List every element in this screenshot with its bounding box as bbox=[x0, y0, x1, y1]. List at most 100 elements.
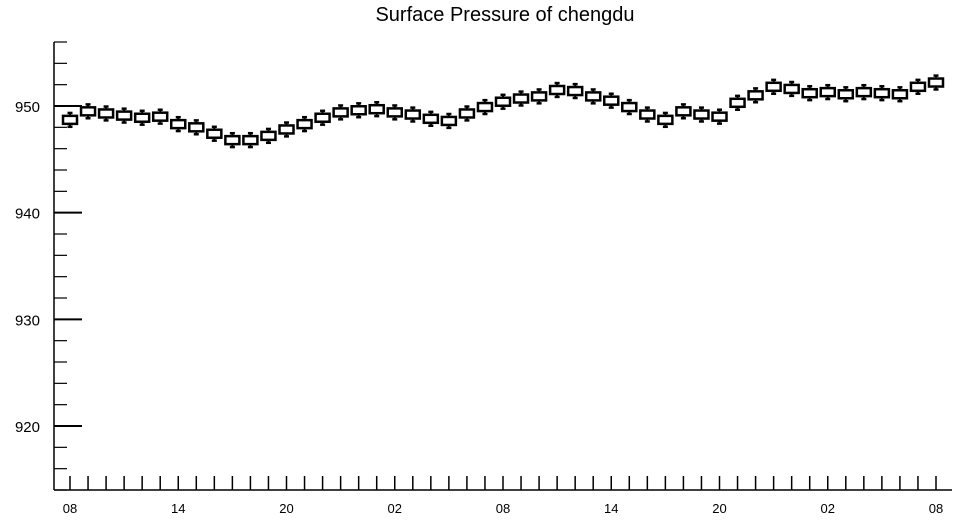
box-body bbox=[837, 89, 855, 100]
chart-title: Surface Pressure of chengdu bbox=[375, 4, 635, 26]
box-mark bbox=[512, 90, 530, 107]
box-mark bbox=[729, 94, 746, 111]
x-tick-label: 14 bbox=[604, 501, 618, 516]
box-body bbox=[729, 97, 746, 109]
box-body bbox=[170, 118, 187, 130]
box-body bbox=[97, 108, 115, 119]
box-body bbox=[855, 86, 873, 98]
box-body bbox=[548, 84, 566, 96]
box-body bbox=[909, 81, 927, 93]
box-body bbox=[404, 109, 422, 120]
box-mark bbox=[332, 104, 349, 121]
box-mark bbox=[765, 78, 782, 95]
box-body bbox=[675, 106, 692, 117]
box-body bbox=[783, 83, 800, 95]
box-mark bbox=[603, 92, 620, 109]
box-body bbox=[206, 128, 223, 139]
x-tick-label: 08 bbox=[929, 501, 943, 516]
box-mark bbox=[224, 131, 241, 149]
box-mark bbox=[566, 82, 584, 100]
box-body bbox=[115, 110, 133, 121]
box-body bbox=[603, 95, 620, 106]
box-mark bbox=[530, 88, 548, 105]
box-mark bbox=[675, 103, 692, 120]
box-mark bbox=[115, 107, 133, 124]
box-mark bbox=[891, 86, 909, 103]
box-body bbox=[476, 101, 494, 113]
box-mark bbox=[476, 98, 494, 116]
box-body bbox=[927, 77, 945, 88]
box-mark bbox=[97, 105, 115, 122]
box-body bbox=[747, 90, 764, 101]
box-mark bbox=[386, 104, 403, 121]
box-mark bbox=[855, 83, 873, 101]
box-mark bbox=[783, 80, 800, 98]
box-body bbox=[765, 81, 782, 93]
box-body bbox=[801, 87, 818, 99]
box-mark bbox=[296, 115, 313, 133]
box-mark bbox=[548, 81, 566, 99]
y-tick-label: 920 bbox=[15, 419, 40, 436]
box-mark bbox=[440, 112, 458, 130]
box-mark bbox=[350, 102, 367, 119]
box-mark bbox=[206, 125, 223, 142]
box-body bbox=[819, 86, 836, 98]
box-body bbox=[368, 103, 385, 115]
box-mark bbox=[314, 109, 331, 126]
box-mark bbox=[404, 106, 422, 123]
box-mark bbox=[242, 131, 259, 149]
box-body bbox=[188, 122, 205, 133]
box-mark bbox=[657, 111, 674, 129]
box-body bbox=[61, 114, 79, 126]
box-body bbox=[242, 134, 259, 146]
box-mark bbox=[747, 87, 764, 104]
box-body bbox=[494, 96, 512, 107]
box-mark bbox=[278, 121, 295, 138]
box-mark bbox=[909, 78, 927, 95]
box-mark bbox=[639, 106, 656, 123]
box-body bbox=[566, 85, 584, 97]
boxplot-series bbox=[61, 74, 945, 149]
box-mark bbox=[819, 83, 836, 101]
box-body bbox=[422, 113, 440, 125]
box-body bbox=[458, 108, 476, 119]
box-body bbox=[350, 105, 367, 116]
box-mark bbox=[837, 86, 855, 103]
box-mark bbox=[170, 115, 187, 133]
box-body bbox=[314, 112, 331, 123]
box-mark bbox=[494, 93, 512, 110]
x-tick-label: 20 bbox=[279, 501, 293, 516]
box-mark bbox=[260, 127, 277, 145]
box-mark bbox=[711, 108, 728, 125]
box-body bbox=[296, 118, 313, 130]
box-body bbox=[873, 87, 891, 99]
y-axis-ticks: 920 930 940 950 bbox=[15, 41, 82, 491]
box-body bbox=[530, 91, 548, 102]
box-body bbox=[693, 109, 710, 120]
x-tick-label: 20 bbox=[712, 501, 726, 516]
box-mark bbox=[621, 98, 638, 116]
box-mark bbox=[873, 85, 891, 102]
box-body bbox=[711, 111, 728, 122]
x-axis-ticks: 08 14 20 02 08 14 20 02 08 bbox=[63, 476, 943, 516]
box-mark bbox=[927, 74, 945, 91]
box-body bbox=[657, 114, 674, 126]
x-tick-label: 08 bbox=[496, 501, 510, 516]
box-mark bbox=[693, 106, 710, 123]
box-body bbox=[133, 112, 151, 123]
box-mark bbox=[368, 101, 385, 118]
y-tick-label: 950 bbox=[15, 99, 40, 116]
box-body bbox=[332, 107, 349, 118]
box-body bbox=[512, 93, 530, 104]
y-tick-label: 930 bbox=[15, 312, 40, 329]
y-tick-label: 940 bbox=[15, 206, 40, 223]
box-mark bbox=[801, 85, 818, 102]
box-body bbox=[621, 101, 638, 113]
x-tick-label: 02 bbox=[388, 501, 402, 516]
box-body bbox=[278, 124, 295, 135]
box-body bbox=[584, 91, 602, 102]
box-mark bbox=[422, 110, 440, 127]
box-body bbox=[440, 115, 458, 127]
box-mark bbox=[133, 109, 151, 126]
